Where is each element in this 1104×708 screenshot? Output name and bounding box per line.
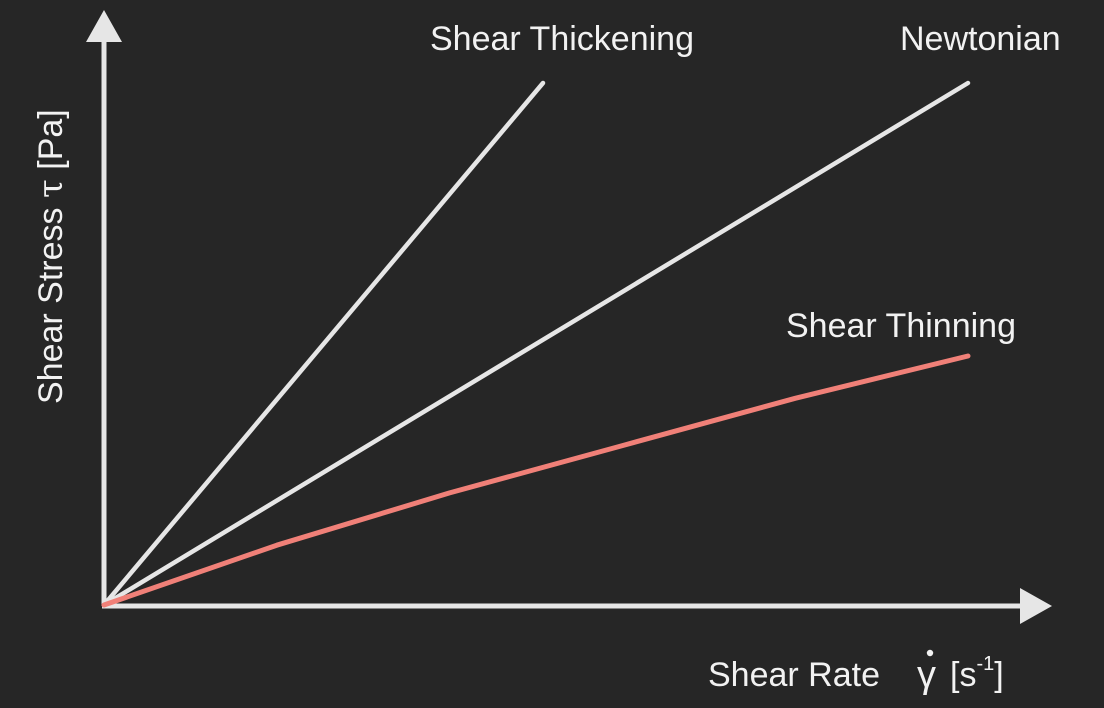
series-line-shear-thinning (101, 353, 971, 608)
series-label-shear-thickening: Shear Thickening (430, 20, 694, 58)
series-line-newtonian (101, 80, 971, 608)
x-axis-unit-close: ] (994, 656, 1003, 694)
y-axis-unit: [Pa] (32, 109, 70, 169)
x-axis-gamma-dot (926, 649, 934, 657)
series-label-newtonian: Newtonian (900, 20, 1061, 58)
y-axis-label-text: Shear Stress (32, 207, 70, 404)
x-axis-gamma-symbol: γ (917, 654, 936, 696)
y-axis-arrowhead (86, 10, 122, 42)
series-line-shear-thickening (101, 80, 546, 608)
series-label-shear-thinning: Shear Thinning (786, 307, 1016, 345)
x-axis-unit: [s-1] (950, 653, 1004, 694)
x-axis-unit-superscript: -1 (976, 653, 994, 675)
series-layer (101, 80, 971, 608)
x-axis-unit-open: [s (950, 656, 976, 694)
x-axis-label-text: Shear Rate (708, 656, 880, 694)
y-axis-label: Shear Stress τ [Pa] (31, 109, 71, 404)
y-axis-label-spacer2 (32, 170, 70, 179)
y-axis-tau-symbol: τ (31, 179, 71, 198)
x-axis-arrowhead (1020, 588, 1052, 624)
y-axis-label-spacer (32, 198, 70, 207)
